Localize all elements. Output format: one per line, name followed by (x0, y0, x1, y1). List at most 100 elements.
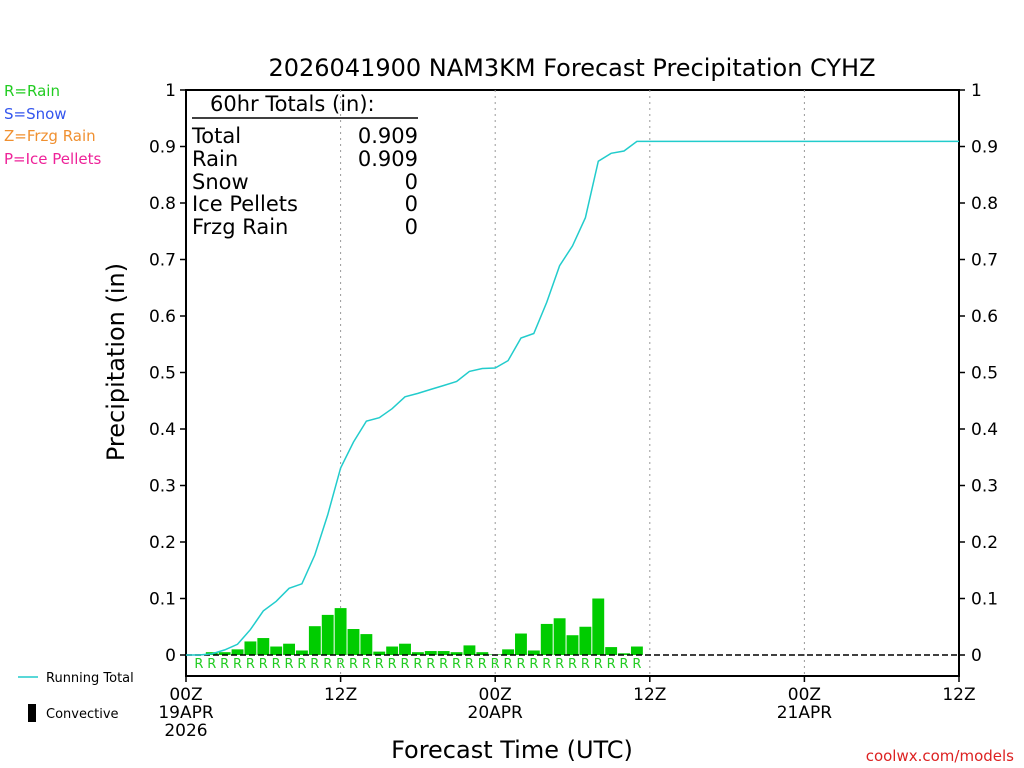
precip-bar (527, 650, 540, 655)
precip-bar (386, 646, 399, 655)
x-tick-label: 00Z (788, 685, 821, 705)
x-tick-label: 12Z (942, 685, 975, 705)
y-tick-label-right: 0.1 (971, 590, 998, 610)
ptype-marker: R (246, 657, 255, 672)
ptype-marker: R (310, 657, 319, 672)
running-total-legend-label: Running Total (46, 671, 134, 686)
y-tick-label-left: 0.7 (149, 251, 176, 271)
x-tick-label: 21APR (777, 703, 833, 723)
precip-bar (605, 647, 618, 655)
y-tick-label-right: 0 (971, 646, 982, 666)
y-tick-label-right: 0.9 (971, 138, 998, 158)
totals-value-total: 0.909 (358, 124, 418, 148)
precip-bar (411, 652, 424, 655)
line-legend: Running Total Convective (18, 671, 134, 722)
totals-box: 60hr Totals (in): Total 0.909 Rain 0.909… (191, 92, 418, 239)
ptype-marker: R (220, 657, 229, 672)
precip-bar (515, 633, 527, 655)
precip-bar (270, 646, 283, 655)
x-tick-label: 00Z (169, 685, 202, 705)
ptype-marker: R (349, 657, 358, 672)
vertical-gridlines (340, 90, 805, 676)
y-axis-label: Precipitation (in) (102, 263, 130, 461)
ptype-marker: R (297, 657, 306, 672)
x-tick-label: 2026 (164, 721, 207, 741)
precip-bar (630, 646, 643, 655)
ptype-marker: R (413, 657, 422, 672)
y-tick-label-left: 0.1 (149, 590, 176, 610)
precip-bar (618, 653, 630, 655)
y-axis-ticks: 0 00.1 0.10.2 0.20.3 0.30.4 0.40.5 0.50.6 0.60.… (149, 81, 998, 666)
totals-label-rain: Rain (192, 147, 238, 171)
ptype-marker: R (400, 657, 409, 672)
ptype-marker: R (426, 657, 435, 672)
totals-label-frzg-rain: Frzg Rain (192, 215, 288, 239)
y-tick-label-right: 1 (971, 81, 982, 101)
legend-snow: S=Snow (4, 105, 67, 123)
x-tick-label: 12Z (633, 685, 666, 705)
precip-bar (476, 652, 489, 655)
x-axis-label: Forecast Time (UTC) (391, 736, 633, 764)
ptype-marker: R (504, 657, 513, 672)
y-tick-label-right: 0.5 (971, 364, 998, 384)
precip-bar (308, 626, 321, 655)
precip-bar (244, 641, 257, 655)
ptype-marker: R (259, 657, 268, 672)
ptype-marker: R (439, 657, 448, 672)
precip-bar (553, 618, 566, 655)
y-tick-label-left: 0.9 (149, 138, 176, 158)
precip-bar (257, 638, 270, 655)
x-tick-label: 19APR (158, 703, 214, 723)
precip-bar (360, 634, 373, 655)
y-tick-label-right: 0.6 (971, 307, 998, 327)
ptype-marker: R (336, 657, 345, 672)
precip-bar (231, 649, 244, 655)
precip-bar (592, 598, 605, 655)
chart-title: 2026041900 NAM3KM Forecast Precipitation… (268, 54, 875, 82)
totals-value-ice-pellets: 0 (405, 192, 418, 216)
plot-frame (185, 89, 960, 677)
ptype-marker: R (529, 657, 538, 672)
ptype-marker: R (555, 657, 564, 672)
ptype-marker: R (594, 657, 603, 672)
precip-bar (540, 623, 553, 655)
precip-bar (347, 629, 360, 655)
y-tick-label-right: 0.4 (971, 420, 998, 440)
ptype-marker: R (491, 657, 500, 672)
legend-rain: R=Rain (4, 82, 60, 100)
y-tick-label-right: 0.2 (971, 533, 998, 553)
precip-bar (437, 651, 450, 655)
ptype-marker: R (465, 657, 474, 672)
running-total-line (186, 140, 959, 656)
credit-text: coolwx.com/models (866, 747, 1014, 765)
totals-label-total: Total (191, 124, 241, 148)
precip-bar (502, 649, 515, 655)
y-tick-label-left: 0.3 (149, 477, 176, 497)
y-tick-label-left: 0 (165, 646, 176, 666)
precip-bar (373, 651, 386, 655)
ptype-marker: R (632, 657, 641, 672)
precip-bar (296, 650, 308, 655)
precip-bar (463, 645, 476, 655)
y-tick-label-left: 1 (165, 81, 176, 101)
legend-ice-pellets: P=Ice Pellets (4, 150, 101, 168)
precip-bar (218, 652, 231, 655)
x-tick-label: 12Z (324, 685, 357, 705)
ptype-marker: R (375, 657, 384, 672)
ptype-marker: R (542, 657, 551, 672)
precip-bar (566, 635, 579, 655)
totals-label-snow: Snow (192, 170, 249, 194)
ptype-marker: R (194, 657, 203, 672)
x-tick-label: 20APR (468, 703, 524, 723)
y-tick-label-right: 0.3 (971, 477, 998, 497)
convective-legend-swatch (28, 704, 36, 722)
ptype-marker: R (272, 657, 281, 672)
totals-value-snow: 0 (405, 170, 418, 194)
ptype-marker: R (568, 657, 577, 672)
convective-legend-label: Convective (46, 707, 119, 722)
totals-value-rain: 0.909 (358, 147, 418, 171)
precip-bar (399, 643, 411, 655)
